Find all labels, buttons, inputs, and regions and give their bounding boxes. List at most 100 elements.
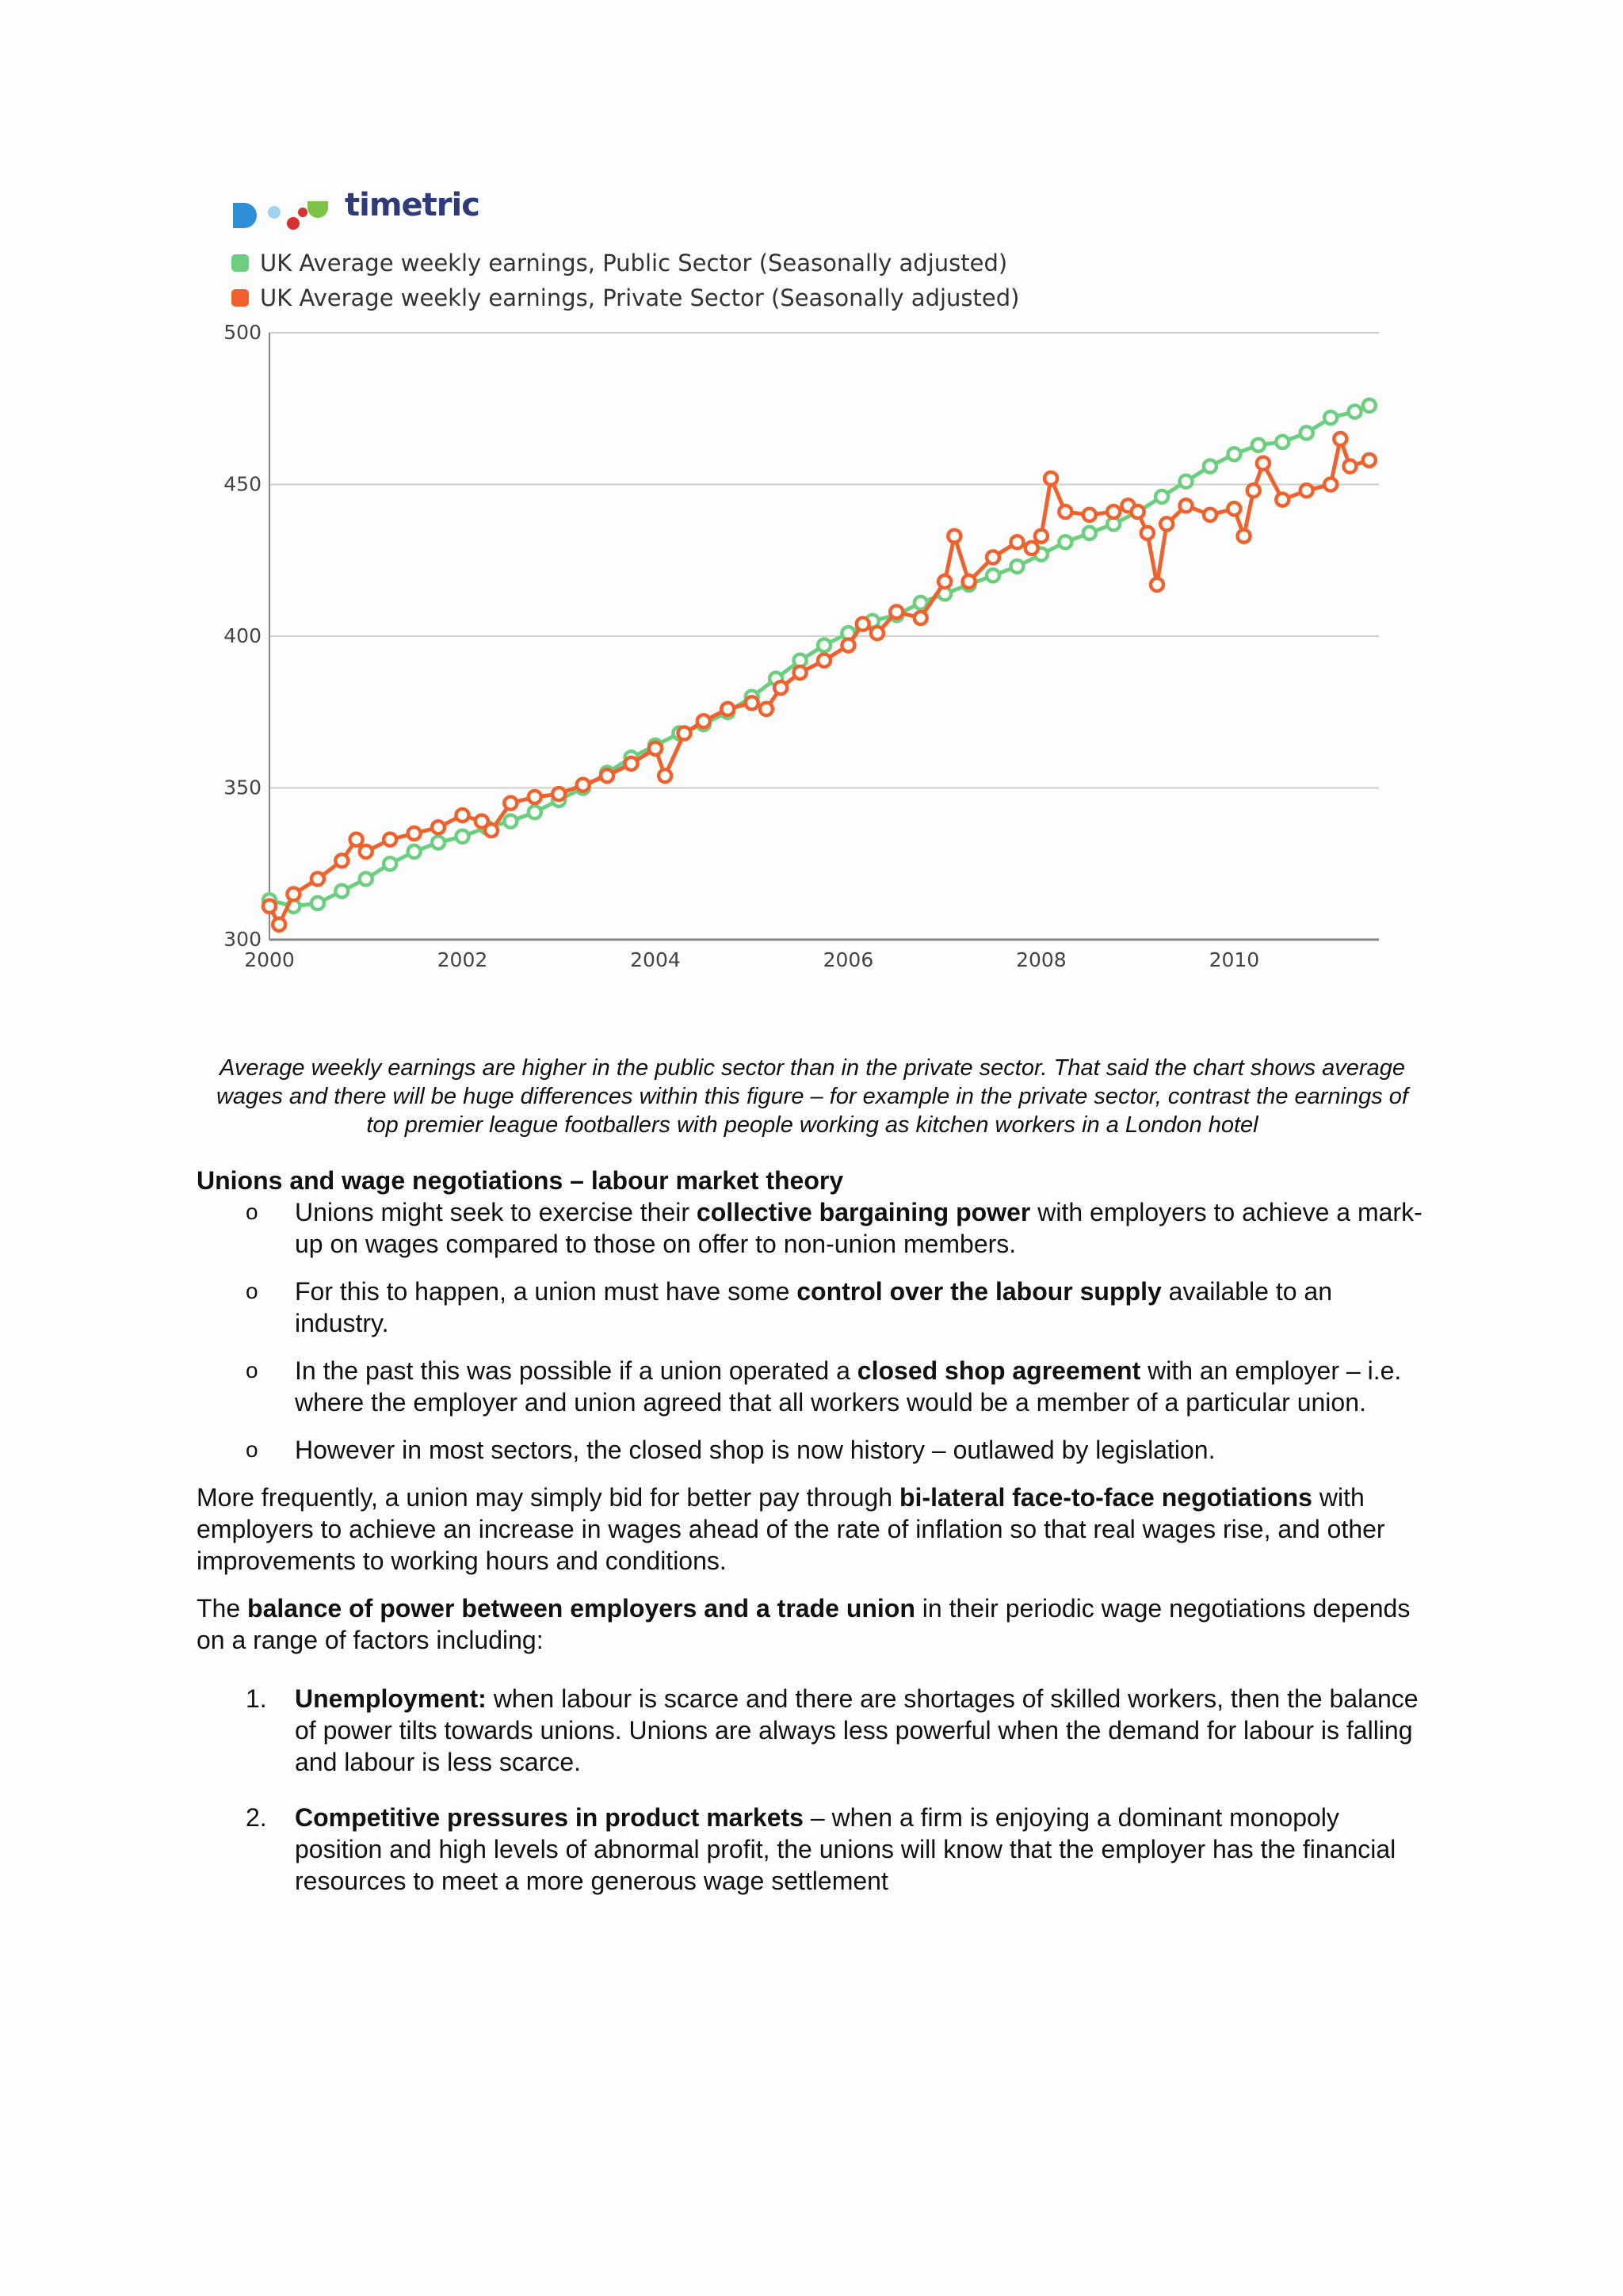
- bullet-item: o For this to happen, a union must have s…: [246, 1277, 1333, 1337]
- data-point-private: [1139, 524, 1156, 542]
- data-point-public: [1346, 403, 1363, 420]
- data-point-private: [1023, 540, 1040, 557]
- data-point-private: [1148, 576, 1166, 593]
- data-point-private: [473, 813, 491, 830]
- y-tick-label: 400: [223, 624, 262, 647]
- data-point-private: [575, 776, 591, 793]
- data-point-private: [1158, 516, 1175, 532]
- legend-label-private: UK Average weekly earnings, Private Sect…: [260, 284, 1020, 311]
- data-point-public: [406, 843, 422, 860]
- data-point-private: [1226, 500, 1243, 517]
- data-point-public: [1298, 425, 1315, 441]
- data-point-private: [1342, 458, 1358, 475]
- data-point-public: [1178, 473, 1194, 490]
- data-point-private: [1129, 503, 1146, 521]
- bullet-item: o Unions might seek to exercise their col…: [246, 1198, 1423, 1258]
- data-point-public: [526, 803, 544, 821]
- data-point-private: [720, 700, 736, 718]
- data-point-public: [309, 894, 327, 912]
- data-point-public: [984, 567, 1002, 584]
- data-point-private: [550, 785, 567, 803]
- data-point-public: [1009, 558, 1025, 575]
- y-tick-label: 500: [223, 321, 262, 344]
- data-point-private: [647, 740, 664, 757]
- data-point-private: [430, 819, 447, 836]
- data-point-private: [454, 807, 471, 824]
- x-tick-label: 2004: [630, 948, 681, 971]
- data-point-public: [1361, 397, 1378, 414]
- data-point-public: [430, 834, 447, 851]
- data-point-private: [946, 528, 963, 544]
- bullet-marker: o: [246, 1358, 258, 1383]
- data-point-private: [695, 712, 712, 730]
- data-point-public: [1153, 488, 1170, 505]
- data-point-public: [1201, 458, 1219, 475]
- data-point-private: [656, 767, 674, 784]
- data-point-private: [984, 549, 1002, 566]
- data-point-private: [1361, 452, 1378, 469]
- data-point-public: [1057, 534, 1074, 551]
- data-point-private: [270, 916, 288, 933]
- legend-item-private: UK Average weekly earnings, Private Sect…: [231, 280, 1019, 315]
- bullet-item: o In the past this was possible if a unio…: [246, 1356, 1402, 1417]
- y-tick-label: 300: [223, 928, 262, 951]
- chart-legend: UK Average weekly earnings, Public Secto…: [231, 246, 1019, 315]
- bullet-marker: o: [246, 1437, 258, 1462]
- data-point-private: [598, 767, 616, 784]
- data-point-public: [334, 883, 350, 899]
- data-point-public: [357, 871, 374, 887]
- data-point-private: [1009, 534, 1025, 551]
- legend-swatch-private: [231, 289, 249, 307]
- data-point-private: [381, 831, 399, 848]
- data-point-private: [1201, 506, 1219, 524]
- data-point-private: [334, 852, 350, 869]
- data-point-private: [912, 609, 929, 627]
- data-point-private: [676, 725, 693, 742]
- x-tick-label: 2010: [1209, 948, 1260, 971]
- y-tick-label: 350: [223, 776, 262, 799]
- numbered-item: 1. Unemployment: when labour is scarce an…: [246, 1684, 1419, 1776]
- data-point-private: [1042, 470, 1060, 487]
- data-point-private: [772, 679, 789, 696]
- bullet-list: o Unions might seek to exercise their col…: [197, 1196, 1433, 1466]
- data-point-private: [1178, 498, 1194, 514]
- data-point-private: [1322, 476, 1339, 493]
- data-point-private: [623, 755, 640, 772]
- numbered-list: 1. Unemployment: when labour is scarce an…: [197, 1683, 1433, 1897]
- data-point-private: [309, 871, 327, 887]
- legend-label-public: UK Average weekly earnings, Public Secto…: [260, 250, 1008, 277]
- data-point-private: [406, 825, 422, 842]
- x-tick-label: 2008: [1016, 948, 1067, 971]
- data-point-public: [815, 637, 833, 654]
- bullet-marker: o: [246, 1199, 258, 1224]
- data-point-private: [357, 843, 374, 860]
- numbered-item: 2. Competitive pressures in product marke…: [246, 1803, 1396, 1895]
- logo-wordmark: timetric: [345, 187, 480, 223]
- data-point-public: [1274, 433, 1291, 451]
- data-point-public: [1081, 524, 1098, 542]
- paragraph-balance-of-power: The balance of power between employers a…: [197, 1594, 1411, 1654]
- section-heading: Unions and wage negotiations – labour ma…: [197, 1166, 844, 1195]
- data-point-private: [960, 573, 977, 590]
- data-point-private: [854, 616, 871, 632]
- item-number: 2.: [246, 1803, 267, 1832]
- data-point-private: [869, 624, 886, 642]
- timetric-logo-icon: [233, 201, 328, 230]
- data-point-public: [1322, 409, 1339, 426]
- earnings-figure: timetric UK Average weekly earnings, Pub…: [214, 182, 1403, 1006]
- data-point-private: [348, 831, 365, 848]
- bullet-marker: o: [246, 1279, 258, 1303]
- item-number: 1.: [246, 1684, 267, 1713]
- data-point-private: [815, 652, 833, 669]
- x-tick-label: 2006: [823, 948, 874, 971]
- data-point-private: [758, 700, 775, 718]
- data-point-private: [888, 604, 905, 620]
- data-point-private: [792, 664, 808, 681]
- earnings-line-chart: 300 350 400 450 500 2000 2002 2004 2006 2008 2010: [223, 321, 1379, 971]
- data-point-public: [912, 594, 929, 612]
- data-point-private: [743, 695, 760, 711]
- figure-caption: Average weekly earnings are higher in th…: [216, 1055, 1408, 1138]
- data-point-private: [1105, 503, 1122, 521]
- data-point-private: [1245, 482, 1262, 499]
- paragraph-negotiations: More frequently, a union may simply bid …: [197, 1483, 1385, 1575]
